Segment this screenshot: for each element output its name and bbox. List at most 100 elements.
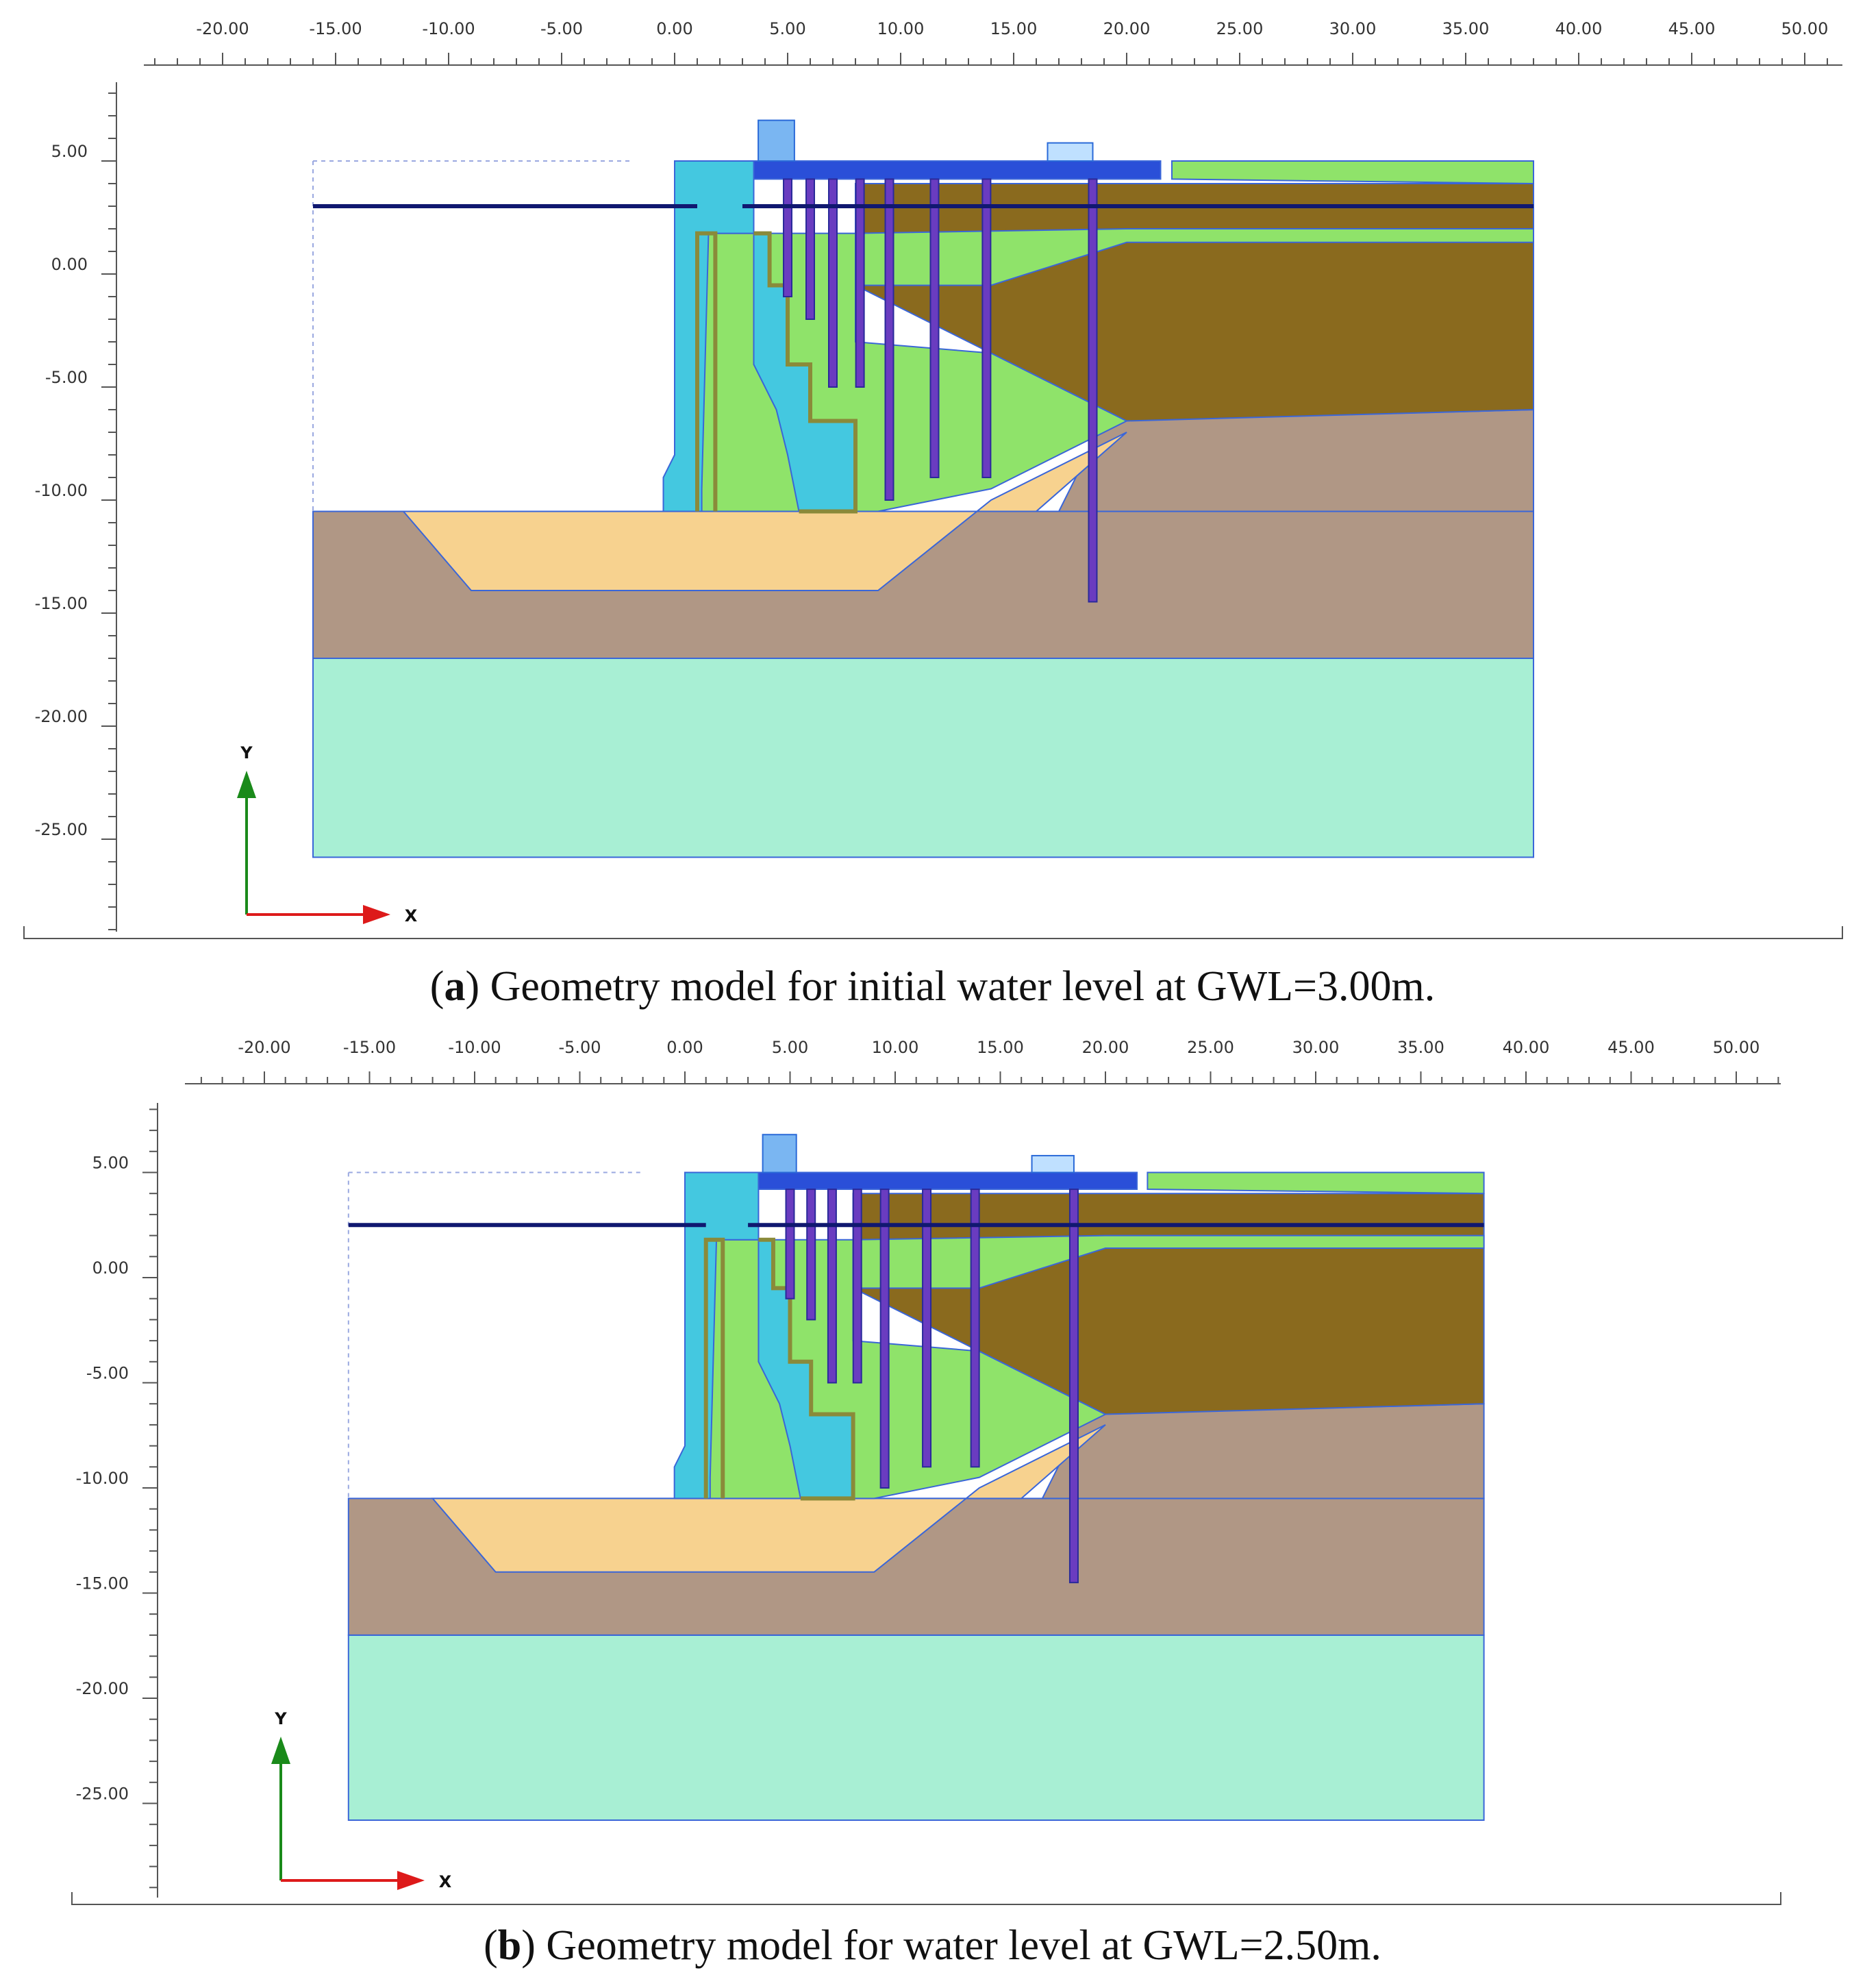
x-tick-label: 0.00 [656,19,692,38]
x-tick-label: -10.00 [448,1038,501,1057]
caption-b: (b) Geometry model for water level at GW… [484,1922,1381,1969]
y-axis-arrowhead [237,771,256,798]
y-tick-label: -15.00 [35,594,88,613]
y-axis-letter: Y [240,743,253,762]
x-tick-label: 20.00 [1103,19,1151,38]
x-tick-label: 35.00 [1442,19,1490,38]
bottom-soil-layer [312,658,1534,858]
x-tick-label: 40.00 [1503,1038,1550,1057]
caption-a-text: Geometry model for initial water level a… [490,963,1436,1010]
pile [852,1189,862,1384]
deck-slab [758,1171,1138,1191]
pile [855,178,865,388]
caption-b-letter: b [497,1922,522,1969]
y-tick-label: -20.00 [76,1679,129,1698]
green-thin-layer [855,228,1534,286]
panel-b: -20.00 -15.00 -10.00 -5.00 0.00 5.00 10.00 15.0… [0,1028,1865,1988]
x-tick-label: -20.00 [196,19,249,38]
y-tick-label: 0.00 [51,255,88,274]
panel-bottom-border [71,1892,1781,1905]
x-tick-label: 25.00 [1187,1038,1234,1057]
panel-a: -20.00 -15.00 -10.00 -5.00 0.00 5.00 10.00 15.0… [23,19,1843,1010]
x-tick-label: -5.00 [540,19,583,38]
soft-soil-right [1057,408,1534,512]
caption-a-letter: a [444,963,466,1010]
pile [805,178,815,320]
pile [922,1189,932,1468]
x-tick-label: 45.00 [1668,19,1716,38]
y-tick-label: 0.00 [92,1258,129,1278]
x-tick-label: 45.00 [1607,1038,1655,1057]
x-tick-label: 50.00 [1713,1038,1760,1057]
caisson-block [662,160,755,512]
y-tick-label: 5.00 [51,142,88,161]
caisson-block [673,1171,760,1500]
x-axis-arrowhead [363,905,390,924]
pile [929,178,940,478]
stepped-wall [753,231,858,514]
retaining-wall [703,1237,725,1499]
x-tick-label: -5.00 [558,1038,601,1057]
stepped-wall [758,1237,855,1501]
top-green-strip [1171,160,1534,185]
pile [785,1189,795,1300]
pile [970,1189,980,1468]
x-tick-label: 5.00 [772,1038,808,1057]
deck-slab [753,160,1162,180]
x-tick-label: 30.00 [1329,19,1377,38]
y-tick-label: -10.00 [76,1469,129,1488]
x-tick-label: 15.00 [977,1038,1024,1057]
load-block-1 [758,119,795,162]
x-ruler: -20.00 -15.00 -10.00 -5.00 0.00 5.00 10.00 15.0… [185,1038,1781,1084]
x-tick-label: 0.00 [666,1038,703,1057]
x-ruler: -20.00 -15.00 -10.00 -5.00 0.00 5.00 10.00 15.0… [144,19,1842,66]
x-tick-label: 25.00 [1216,19,1264,38]
pile [827,1189,837,1384]
load-block-2 [1047,142,1094,162]
pile [884,178,894,501]
green-thin-layer [852,1234,1485,1289]
x-tick-label: 35.00 [1397,1038,1444,1057]
load-block-2 [1031,1154,1075,1173]
top-green-strip [1147,1171,1485,1195]
y-tick-label: -25.00 [35,820,88,839]
soil-model [312,119,1534,858]
x-tick-label: -15.00 [343,1038,396,1057]
pile [1068,1189,1079,1584]
y-tick-label: -25.00 [76,1785,129,1804]
x-axis-letter: X [405,906,418,925]
panel-bottom-border [23,926,1843,939]
y-tick-label: -10.00 [35,481,88,500]
x-tick-label: 30.00 [1292,1038,1340,1057]
y-tick-label: -20.00 [35,707,88,726]
y-ruler: 5.00 0.00 -5.00 -10.00 -15.00 -20.00 -25.00 [35,82,117,932]
y-axis-letter: Y [274,1709,287,1728]
pile [879,1189,890,1489]
y-tick-label: 5.00 [92,1154,129,1173]
retaining-wall [695,231,718,512]
x-tick-label: -10.00 [422,19,475,38]
x-tick-label: 20.00 [1082,1038,1129,1057]
x-tick-label: 10.00 [877,19,925,38]
x-tick-label: 50.00 [1781,19,1829,38]
x-tick-label: 15.00 [990,19,1038,38]
x-axis-arrowhead [397,1871,425,1890]
y-tick-label: -5.00 [45,368,88,387]
soil-model [347,1134,1485,1822]
y-tick-label: -15.00 [76,1574,129,1593]
soft-soil-right [1041,1403,1485,1500]
x-tick-label: -15.00 [309,19,362,38]
pile [783,178,792,297]
pile [1088,178,1098,603]
load-block-1 [762,1134,797,1173]
pile [981,178,992,478]
geometry-model-b: -20.00 -15.00 -10.00 -5.00 0.00 5.00 10.00 15.0… [71,1038,1781,1905]
pile [806,1189,816,1321]
y-tick-label: -5.00 [86,1364,129,1383]
x-tick-label: 10.00 [872,1038,919,1057]
x-tick-label: 40.00 [1555,19,1603,38]
pile [828,178,838,388]
y-ruler: 5.00 0.00 -5.00 -10.00 -15.00 -20.00 -25.00 [76,1103,158,1898]
x-tick-label: 5.00 [769,19,805,38]
y-axis-arrowhead [271,1737,290,1764]
